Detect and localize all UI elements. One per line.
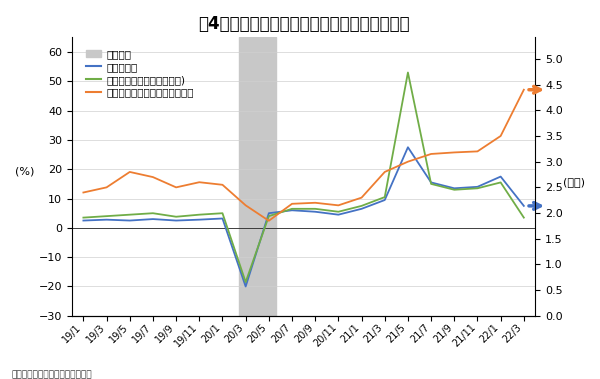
Bar [239,38,276,316]
Y-axis label: (ドル): (ドル) [563,177,585,186]
Y-axis label: (%): (%) [15,167,34,177]
Title: 米4月小売売上高、ガソリン下落を支えに拡大: 米4月小売売上高、ガソリン下落を支えに拡大 [198,15,409,33]
Legend: 景気後退, 小売売上高, 小売売上高（ガソリン除く), 全米平均ガソリン価格（右軸）: 景気後退, 小売売上高, 小売売上高（ガソリン除く), 全米平均ガソリン価格（右… [82,45,199,102]
Text: 出所：米国勢調査局より筆者作成: 出所：米国勢調査局より筆者作成 [12,370,92,379]
